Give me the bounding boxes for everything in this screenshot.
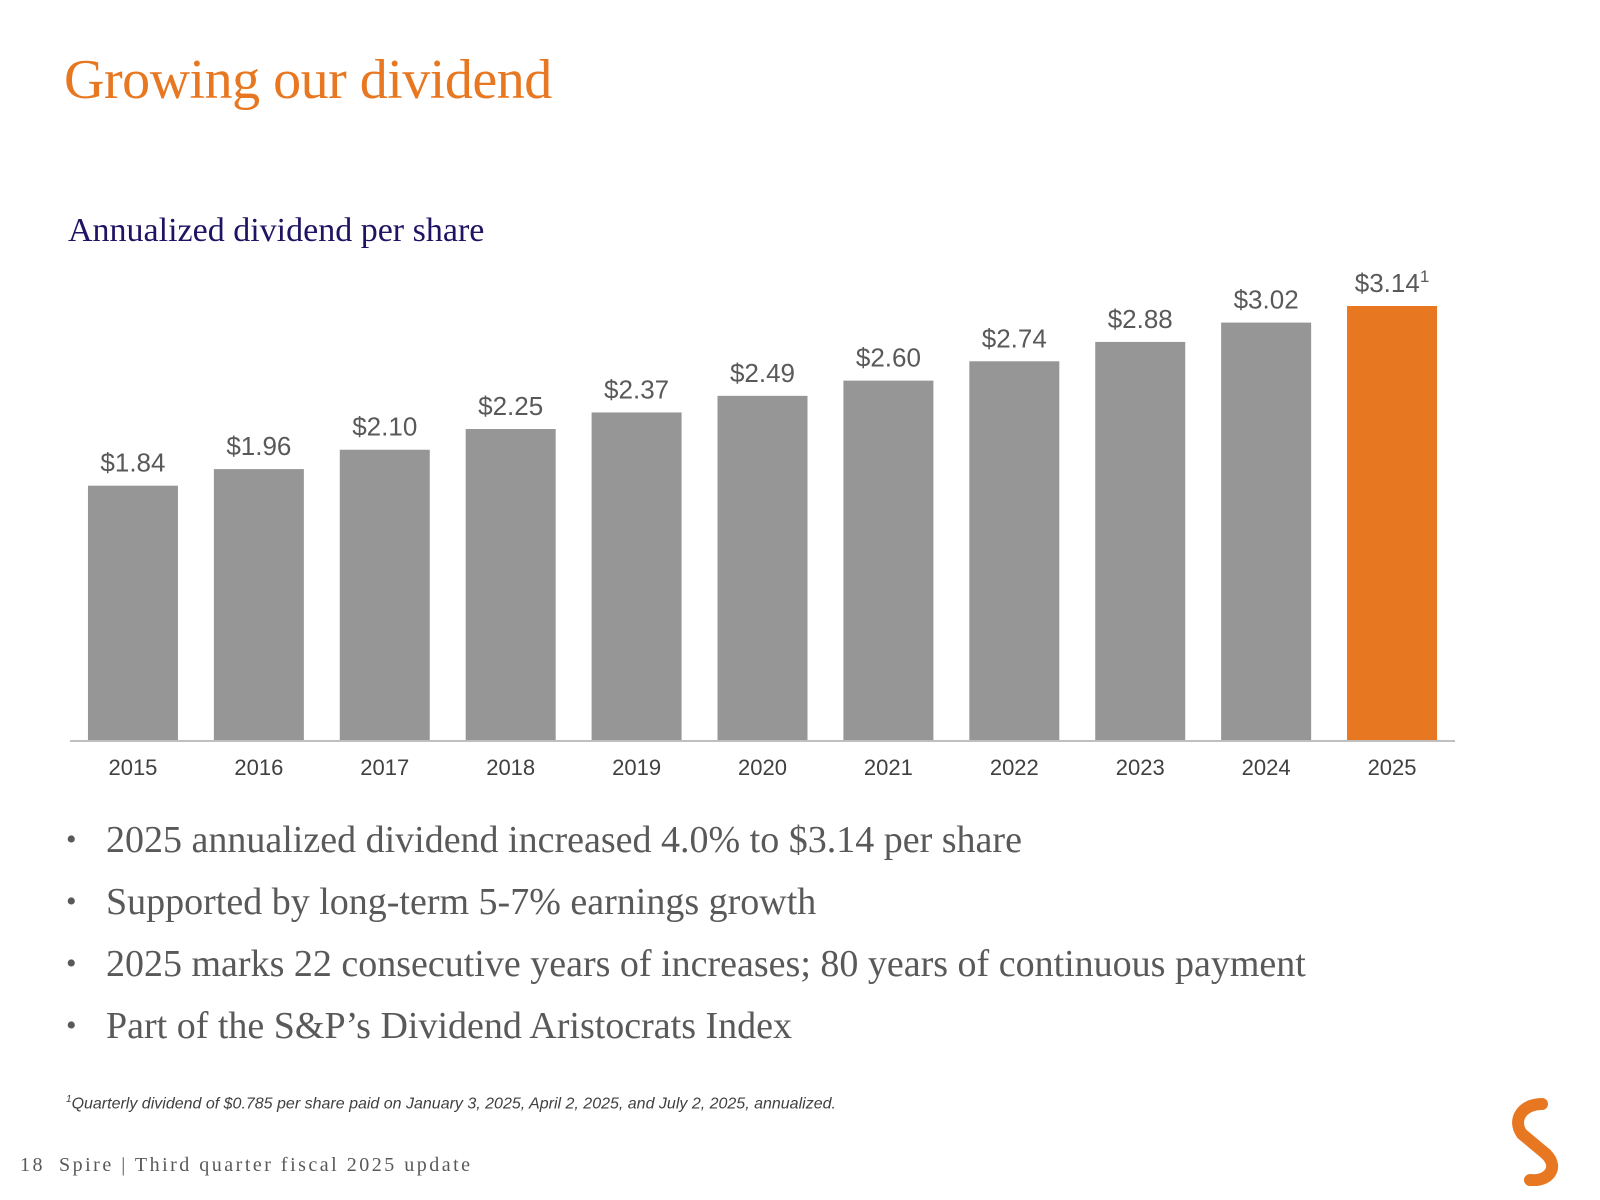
footnote-text: Quarterly dividend of $0.785 per share p…	[71, 1095, 836, 1113]
bar-2023	[1095, 341, 1186, 740]
x-tick-2024: 2024	[1242, 755, 1291, 780]
dividend-bar-chart: $1.84 2015 $1.96 2016 $2.10 2017 $2.25 2018 $2.3…	[70, 267, 1455, 780]
data-label-2025: $3.141	[1355, 267, 1430, 298]
bullet-icon: •	[66, 885, 77, 918]
slide-title: Growing our dividend	[64, 49, 552, 111]
spire-logo-icon	[1512, 1098, 1558, 1186]
data-label-2016: $1.96	[226, 431, 291, 461]
x-tick-2021: 2021	[864, 755, 913, 780]
x-tick-2025: 2025	[1368, 755, 1417, 780]
x-tick-2022: 2022	[990, 755, 1039, 780]
x-tick-2016: 2016	[234, 755, 283, 780]
bar-2017	[339, 449, 430, 740]
bullet-item: • 2025 marks 22 consecutive years of incr…	[66, 943, 1306, 985]
bar-2020	[717, 395, 808, 740]
x-tick-2017: 2017	[360, 755, 409, 780]
bar-2019	[591, 412, 682, 740]
bullet-icon: •	[66, 1009, 77, 1042]
bar-2024	[1221, 322, 1312, 740]
bar-2025	[1347, 306, 1438, 740]
bar-2016	[213, 469, 304, 740]
bar-2018	[465, 429, 556, 740]
data-label-2022: $2.74	[982, 323, 1047, 353]
bar-2021	[843, 380, 934, 740]
x-tick-2023: 2023	[1116, 755, 1165, 780]
chart-title: Annualized dividend per share	[68, 212, 485, 249]
data-label-2019: $2.37	[604, 374, 669, 404]
bullet-item: • Supported by long-term 5-7% earnings gr…	[66, 881, 817, 923]
x-tick-2020: 2020	[738, 755, 787, 780]
footer-text: Spire | Third quarter fiscal 2025 update	[59, 1154, 473, 1176]
footnote: 1Quarterly dividend of $0.785 per share …	[66, 1094, 836, 1113]
bullet-item: • 2025 annualized dividend increased 4.0%…	[66, 819, 1022, 861]
data-label-2023: $2.88	[1108, 304, 1173, 334]
bullet-list: • 2025 annualized dividend increased 4.0%…	[66, 818, 1306, 1066]
bullet-icon: •	[66, 823, 77, 856]
x-tick-2018: 2018	[486, 755, 535, 780]
footnote-marker: 1	[66, 1094, 72, 1105]
slide-footer: 18 Spire | Third quarter fiscal 2025 upda…	[20, 1154, 473, 1177]
bullet-item: • Part of the S&P’s Dividend Aristocrats …	[66, 1005, 793, 1047]
bullet-icon: •	[66, 947, 77, 980]
page-number: 18	[20, 1154, 45, 1176]
data-label-2018: $2.25	[478, 391, 543, 421]
data-label-2024: $3.02	[1234, 285, 1299, 315]
bar-2015	[87, 485, 178, 740]
x-tick-2015: 2015	[108, 755, 157, 780]
x-tick-2019: 2019	[612, 755, 661, 780]
bar-2022	[969, 361, 1060, 740]
data-label-2020: $2.49	[730, 358, 795, 388]
data-label-2021: $2.60	[856, 343, 921, 373]
data-label-2017: $2.10	[352, 412, 417, 442]
data-label-2015: $1.84	[100, 448, 165, 478]
